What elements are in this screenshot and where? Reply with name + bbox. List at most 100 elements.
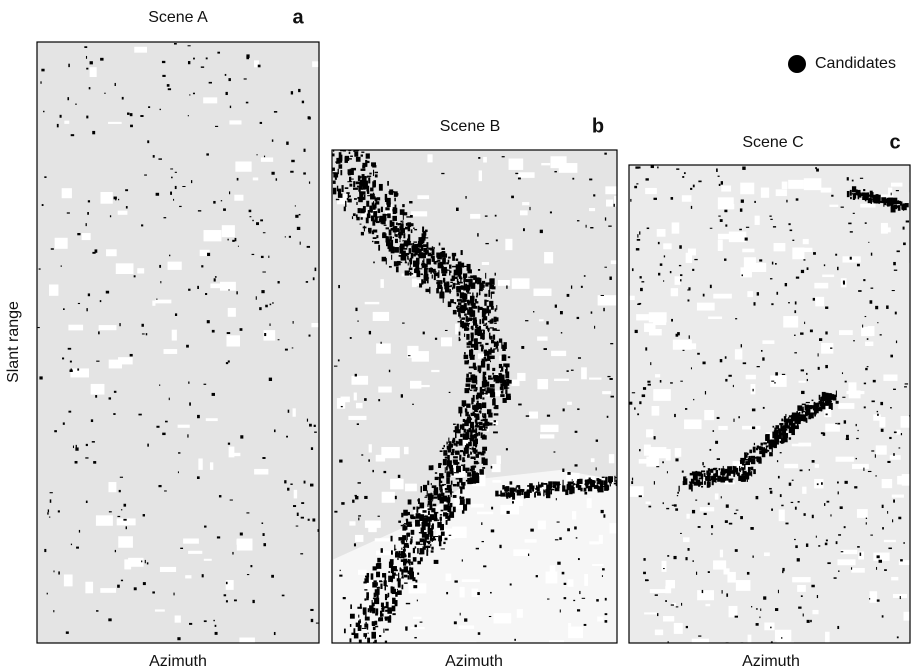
texture [897,250,900,252]
texture [882,527,884,529]
texture [291,91,293,94]
texture [609,476,612,483]
texture [861,192,864,194]
texture [440,486,441,493]
texture [106,291,109,294]
texture [384,582,386,586]
texture [57,124,59,127]
texture [422,510,426,513]
texture [493,348,496,349]
texture [755,216,760,225]
texture [390,576,392,582]
texture [807,379,808,381]
texture [482,359,485,364]
texture [836,401,839,404]
texture [508,492,509,493]
texture [351,179,354,180]
texture [47,512,48,514]
texture [720,550,723,558]
texture [750,527,753,530]
texture [423,332,425,335]
texture [505,371,509,378]
texture [544,490,546,492]
texture [611,396,614,398]
texture [829,393,831,397]
texture [115,83,116,86]
texture [456,429,457,434]
texture [379,184,383,191]
panel-image [629,165,911,653]
texture [356,403,363,408]
texture [425,536,427,542]
texture [495,215,497,217]
texture [795,507,797,510]
texture [590,227,593,228]
texture [759,450,762,454]
texture [234,195,243,201]
texture [428,524,430,526]
texture [751,467,753,469]
texture [713,430,714,432]
texture [347,199,351,203]
texture [650,362,651,365]
texture [870,535,873,536]
texture [463,465,466,471]
texture [630,296,635,300]
texture [850,197,852,199]
texture [461,317,465,319]
texture [473,306,477,309]
texture [282,595,285,597]
texture [490,348,492,352]
texture [443,524,444,530]
texture [756,623,759,626]
texture [721,470,726,474]
texture [400,209,405,215]
texture [425,230,428,232]
texture [100,300,102,302]
texture [402,323,405,324]
texture [95,249,98,252]
texture [500,375,502,377]
texture [571,487,575,493]
texture [496,239,498,241]
texture [892,290,895,291]
texture [564,583,567,585]
texture [756,608,758,609]
texture [825,365,828,368]
texture [256,154,257,155]
texture [419,503,424,509]
texture [645,579,648,581]
texture [748,472,751,475]
texture [631,481,633,484]
texture [405,626,407,629]
texture [66,631,69,633]
texture [307,246,310,248]
texture [348,195,351,197]
texture [814,403,816,406]
texture [632,392,635,393]
texture [287,488,289,491]
texture [495,378,499,384]
texture [548,486,552,490]
texture [453,438,456,443]
texture [402,240,407,241]
texture [800,470,803,472]
texture [893,453,895,456]
texture [399,246,401,250]
x-axis-label: Azimuth [149,653,207,670]
texture [466,374,469,378]
texture [676,606,679,607]
texture [333,180,336,183]
texture [367,176,368,178]
texture [159,384,160,385]
texture [729,470,733,474]
texture [308,519,310,521]
texture [433,504,437,506]
texture [883,374,897,380]
texture [272,302,273,303]
texture [338,189,341,194]
texture [417,548,419,554]
texture [439,477,441,483]
texture [788,180,804,189]
texture [845,381,847,383]
